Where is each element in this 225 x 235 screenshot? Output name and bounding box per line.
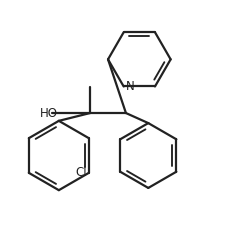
Text: N: N xyxy=(126,80,134,93)
Text: Cl: Cl xyxy=(75,166,87,179)
Text: HO: HO xyxy=(40,106,58,120)
